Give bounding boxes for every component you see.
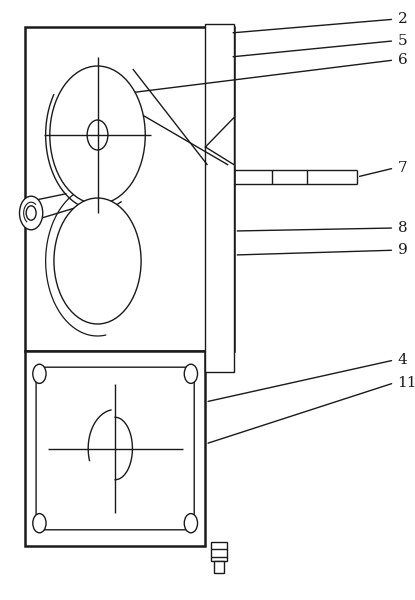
- Bar: [214, 561, 224, 573]
- Text: 6: 6: [398, 53, 407, 67]
- Bar: [25, 351, 205, 546]
- Circle shape: [33, 364, 46, 383]
- Bar: [205, 24, 234, 372]
- Text: 2: 2: [398, 12, 407, 26]
- Circle shape: [184, 514, 198, 533]
- Circle shape: [33, 514, 46, 533]
- Polygon shape: [205, 117, 234, 165]
- Text: 4: 4: [398, 353, 407, 367]
- Circle shape: [54, 198, 141, 324]
- Circle shape: [87, 120, 108, 150]
- Bar: [211, 542, 227, 561]
- Circle shape: [50, 66, 145, 204]
- Text: 8: 8: [398, 221, 407, 235]
- Text: 7: 7: [398, 161, 407, 175]
- Text: 5: 5: [398, 34, 407, 48]
- Circle shape: [184, 364, 198, 383]
- Text: 9: 9: [398, 243, 407, 257]
- Text: 11: 11: [398, 376, 415, 390]
- Circle shape: [26, 206, 36, 220]
- Bar: [25, 27, 234, 351]
- Circle shape: [20, 196, 43, 230]
- FancyBboxPatch shape: [36, 367, 194, 530]
